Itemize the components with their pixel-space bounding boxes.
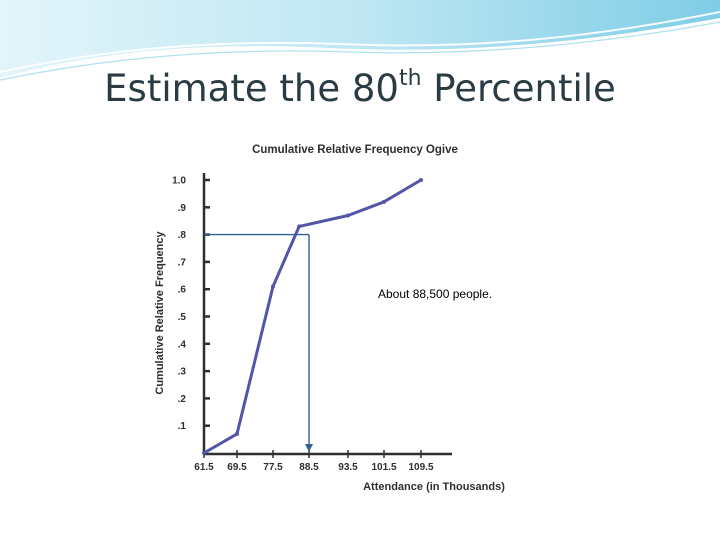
ogive-chart: Cumulative Relative Frequency Ogive Cumu… <box>154 144 505 493</box>
ogive-point <box>202 451 206 455</box>
ogive-point <box>419 178 423 182</box>
y-tick-label: 1.0 <box>172 176 186 187</box>
y-tick-label: .5 <box>178 312 187 323</box>
x-tick-label: 109.5 <box>408 462 433 473</box>
chart-title: Cumulative Relative Frequency Ogive <box>252 144 458 156</box>
y-tick-label: .9 <box>178 203 187 214</box>
y-tick-label: .8 <box>178 230 187 241</box>
guide-arrowhead-icon <box>305 444 313 452</box>
x-tick-label: 77.5 <box>263 462 283 473</box>
ogive-point <box>346 213 350 218</box>
ogive-line <box>203 178 422 455</box>
x-tick-label: 69.5 <box>227 462 247 473</box>
ogive-point <box>382 199 386 204</box>
ogive-point <box>235 431 239 436</box>
banner-wave-line <box>0 21 720 81</box>
y-tick-label: .3 <box>178 367 187 378</box>
x-tick-label: 101.5 <box>371 462 396 473</box>
x-tick-label: 88.5 <box>299 462 319 473</box>
ogive-point <box>271 284 275 289</box>
x-tick-label: 93.5 <box>338 462 358 473</box>
x-tick-label: 61.5 <box>194 462 214 473</box>
y-tick-label: .6 <box>178 285 187 296</box>
ogive-point <box>297 224 302 229</box>
slide-title: Estimate the 80th Percentile <box>104 66 616 110</box>
y-tick-label: .1 <box>178 421 187 432</box>
annotation-text: About 88,500 people. <box>378 287 493 301</box>
banner-wave-highlight <box>0 11 720 73</box>
y-tick-label: .7 <box>178 257 187 268</box>
y-tick-label: .4 <box>178 339 187 350</box>
y-axis-title: Cumulative Relative Frequency <box>154 231 166 395</box>
x-axis-title: Attendance (in Thousands) <box>363 481 505 493</box>
y-tick-label: .2 <box>178 394 187 405</box>
chart-panel: Cumulative Relative Frequency Ogive Cumu… <box>120 118 622 502</box>
banner-wave <box>0 0 720 78</box>
